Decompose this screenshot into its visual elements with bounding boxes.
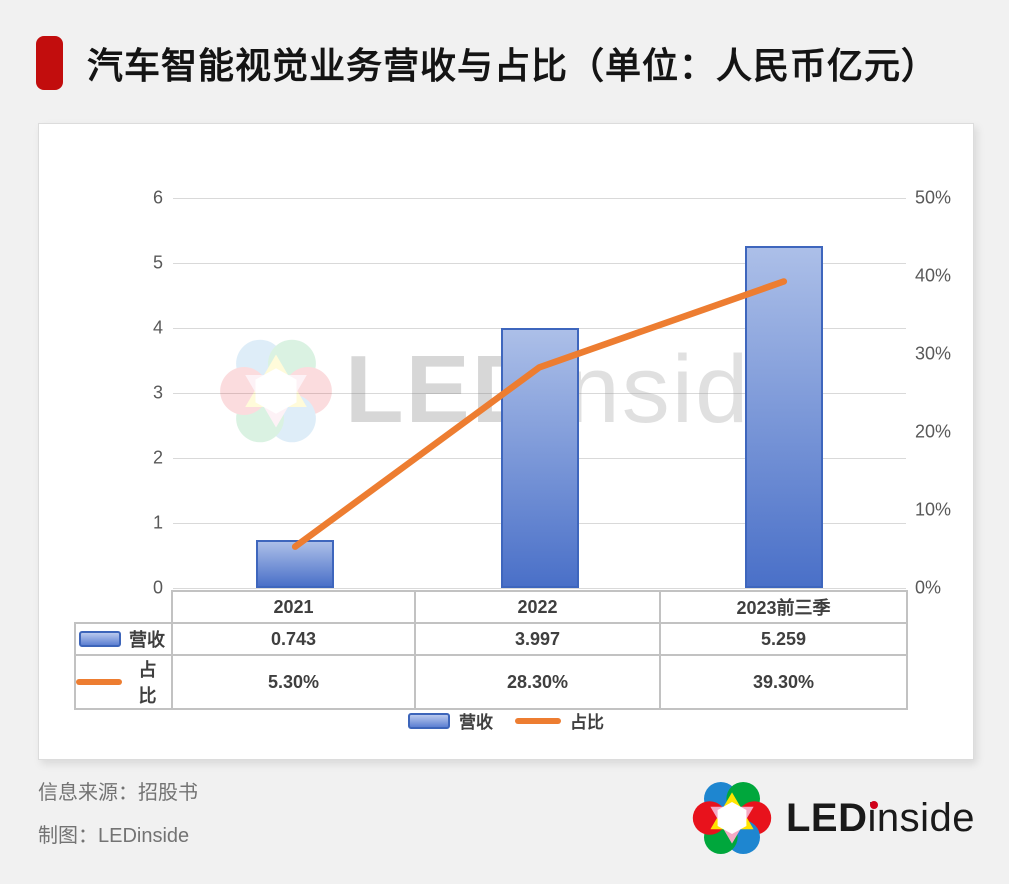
legend-label-ratio: 占比 — [570, 713, 604, 732]
footer: 信息来源：招股书 制图：LEDinside — [38, 776, 198, 862]
table-row-label: 营收 — [74, 622, 173, 656]
gridline — [173, 588, 906, 589]
chart-legend: 营收 占比 — [39, 708, 973, 733]
ledinside-logo: LEDinside — [692, 778, 975, 858]
y-axis-right-tick: 10% — [915, 499, 952, 520]
bar-2023前三季 — [744, 246, 823, 588]
y-axis-right-tick: 30% — [915, 343, 952, 364]
source-line: 信息来源：招股书 — [38, 782, 198, 804]
table-row-label-text: 占比 — [138, 660, 157, 706]
data-table: 2021 2022 2023前三季营收 0.743 3.997 5.259 占比 5.30% 2… — [74, 590, 908, 710]
ratio-line-swatch-icon — [515, 717, 561, 724]
gridline — [173, 198, 906, 199]
gridline — [173, 263, 906, 264]
y-axis-left-tick: 1 — [152, 512, 163, 533]
table-year-header: 2021 — [171, 590, 416, 624]
ledinside-logo-text: LEDinside — [786, 796, 975, 841]
y-axis-left-tick: 3 — [152, 382, 163, 403]
y-axis-left-tick: 6 — [152, 187, 163, 208]
logo-text-inside: inside — [867, 795, 976, 840]
bar-2022 — [500, 328, 579, 588]
table-year-header: 2022 — [414, 590, 661, 624]
table-value-cell: 39.30% — [659, 654, 908, 710]
logo-text-rest: inside — [868, 796, 976, 841]
table-value-cell: 5.30% — [171, 654, 416, 710]
ratio-line-swatch-icon — [76, 679, 122, 685]
title-accent-bar — [36, 36, 63, 90]
table-corner-blank — [75, 591, 172, 623]
legend-item-revenue: 营收 — [408, 708, 493, 733]
revenue-bar-swatch-icon — [79, 631, 121, 647]
table-value-cell: 3.997 — [414, 622, 661, 656]
y-axis-right-tick: 20% — [915, 421, 952, 442]
y-axis-left-tick: 4 — [152, 317, 163, 338]
table-value-cell: 28.30% — [414, 654, 661, 710]
ledinside-flower-icon — [692, 782, 772, 854]
y-axis-right-tick: 50% — [915, 187, 952, 208]
table-row-label: 占比 — [74, 654, 173, 710]
legend-item-ratio: 占比 — [515, 708, 604, 733]
y-axis-left-tick: 5 — [152, 252, 163, 273]
ratio-line — [291, 278, 788, 550]
y-axis-left-tick: 2 — [152, 447, 163, 468]
header: 汽车智能视觉业务营收与占比（单位：人民币亿元） — [36, 36, 938, 90]
chart-card: LEDinside 2021 2022 2023前三季 营收 0.743 3.997 5.2… — [38, 123, 974, 760]
table-value-cell: 0.743 — [171, 622, 416, 656]
flower-center — [717, 802, 747, 834]
ratio-line-series — [291, 278, 788, 550]
logo-i-red-dot-icon — [869, 800, 878, 809]
table-value-cell: 5.259 — [659, 622, 908, 656]
legend-label-revenue: 营收 — [459, 713, 493, 732]
y-axis-left-tick: 0 — [152, 577, 163, 598]
revenue-bar-swatch-icon — [408, 712, 450, 729]
logo-text-bold: LED — [786, 795, 868, 840]
credit-line: 制图：LEDinside — [38, 825, 190, 847]
table-year-header: 2023前三季 — [659, 590, 908, 624]
page-title: 汽车智能视觉业务营收与占比（单位：人民币亿元） — [87, 45, 939, 86]
y-axis-right-tick: 0% — [915, 577, 942, 598]
y-axis-right-tick: 40% — [915, 265, 952, 286]
table-row-label-text: 营收 — [129, 630, 165, 650]
